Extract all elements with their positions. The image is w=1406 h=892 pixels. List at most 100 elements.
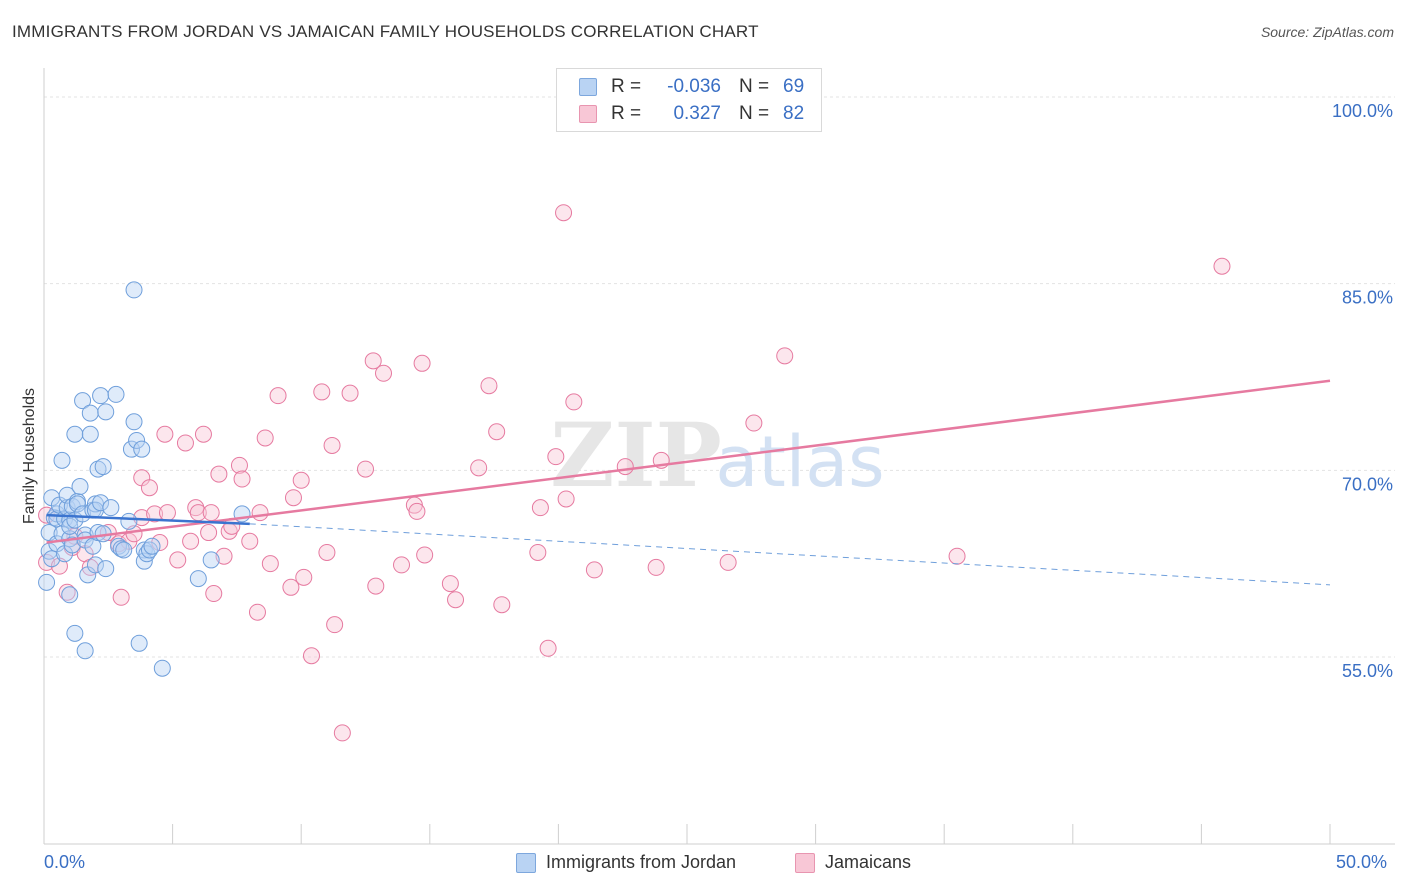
series-legend: Immigrants from Jordan Jamaicans [0, 852, 1406, 878]
jamaicans-point [529, 543, 547, 561]
jamaicans-point [248, 603, 266, 621]
r-label: R = [611, 76, 642, 97]
y-tick-labels: 55.0% 70.0% 85.0% 100.0% [1332, 101, 1393, 681]
trend-lines [46, 379, 1331, 586]
grid-lines [44, 96, 1395, 658]
watermark-atlas: atlas [715, 421, 884, 503]
jamaicans-point [251, 504, 269, 522]
jamaicans-point [408, 502, 426, 520]
jordan-point [74, 392, 92, 410]
legend-item-jamaicans[interactable]: Jamaicans [795, 852, 911, 873]
jordan-point [81, 425, 99, 443]
jamaicans-point [948, 547, 966, 565]
jamaicans-point [416, 546, 434, 564]
jordan-point [66, 624, 84, 642]
n-value: 69 [783, 76, 805, 97]
jordan-point [81, 404, 99, 422]
jordan-point [125, 281, 143, 299]
jamaicans-point [269, 387, 287, 405]
jamaicans-point [241, 532, 259, 550]
jordan-point [133, 440, 151, 458]
jamaicans-point [539, 639, 557, 657]
jordan-point [86, 556, 104, 574]
jordan-point [189, 570, 207, 588]
jamaicans-point [140, 479, 158, 497]
pink-swatch [795, 852, 815, 873]
legend-row-jordan: R = -0.036 N = 69 [579, 74, 804, 100]
jamaicans-point [447, 591, 465, 609]
jamaicans-point [341, 384, 359, 402]
jamaicans-points [38, 204, 1231, 742]
jamaicans-point [205, 585, 223, 603]
jordan-point [97, 403, 115, 421]
jordan-trend-line [46, 513, 250, 526]
chart-title: IMMIGRANTS FROM JORDAN VS JAMAICAN FAMIL… [12, 22, 759, 41]
jamaicans-point [565, 393, 583, 411]
legend-label-jordan: Immigrants from Jordan [546, 852, 737, 872]
jordan-point [97, 560, 115, 578]
jamaicans-point [441, 575, 459, 593]
jamaicans-point [256, 429, 274, 447]
jamaicans-point [302, 647, 320, 665]
jordan-point [71, 478, 89, 496]
jamaicans-point [210, 465, 228, 483]
y-tick-label: 70.0% [1342, 474, 1393, 494]
jamaicans-point [323, 436, 341, 454]
y-tick-label: 55.0% [1342, 661, 1393, 681]
jamaicans-point [158, 504, 176, 522]
jamaicans-point [547, 448, 565, 466]
jamaicans-point [367, 577, 385, 595]
jamaicans-point [364, 352, 382, 370]
jamaicans-point [292, 471, 310, 489]
x-tick-max: 50.0% [1336, 852, 1388, 872]
jamaicans-point [647, 558, 665, 576]
jamaicans-point [557, 490, 575, 508]
jamaicans-point [313, 383, 331, 401]
jordan-point [53, 451, 71, 469]
jamaicans-point [200, 524, 218, 542]
jamaicans-point [555, 204, 573, 222]
jamaicans-point [182, 532, 200, 550]
pink-swatch [579, 105, 597, 123]
r-value: 0.327 [673, 103, 721, 124]
legend-item-jordan[interactable]: Immigrants from Jordan [516, 852, 736, 873]
jamaicans-point [176, 434, 194, 452]
blue-swatch [579, 78, 597, 96]
jamaicans-point [357, 460, 374, 478]
jamaicans-point [233, 470, 251, 488]
jamaicans-point [215, 547, 233, 565]
jordan-point [202, 551, 220, 569]
jordan-point [120, 512, 138, 530]
jamaicans-point [375, 364, 393, 382]
jamaicans-point [585, 561, 603, 579]
jordan-point [43, 550, 61, 568]
r-label: R = [611, 103, 642, 124]
jamaicans-point [194, 425, 212, 443]
jordan-point [92, 387, 110, 405]
n-label: N = [739, 76, 770, 97]
jamaicans-point [326, 616, 344, 634]
jamaicans-point [531, 499, 549, 517]
source-label: Source: ZipAtlas.com [1260, 24, 1394, 40]
jamaicans-point [413, 354, 431, 372]
jordan-point [102, 499, 120, 517]
jamaicans-point [488, 423, 506, 441]
jamaicans-point [169, 551, 187, 569]
jamaicans-point [282, 578, 300, 596]
x-tick-min: 0.0% [44, 852, 86, 872]
jordan-trend-dashed [249, 523, 1331, 586]
legend-label-jamaicans: Jamaicans [825, 852, 912, 872]
y-tick-label: 100.0% [1332, 101, 1393, 121]
jamaicans-point [230, 456, 248, 474]
jamaicans-point [284, 489, 302, 507]
jamaicans-point [776, 347, 794, 365]
legend-row-jamaicans: R = 0.327 N = 82 [579, 101, 804, 127]
jordan-point [122, 440, 140, 458]
jamaicans-trend-line [46, 379, 1331, 544]
r-value: -0.036 [667, 76, 721, 97]
jordan-point [107, 385, 125, 403]
jordan-point [61, 586, 79, 604]
jamaicans-point [58, 583, 76, 601]
